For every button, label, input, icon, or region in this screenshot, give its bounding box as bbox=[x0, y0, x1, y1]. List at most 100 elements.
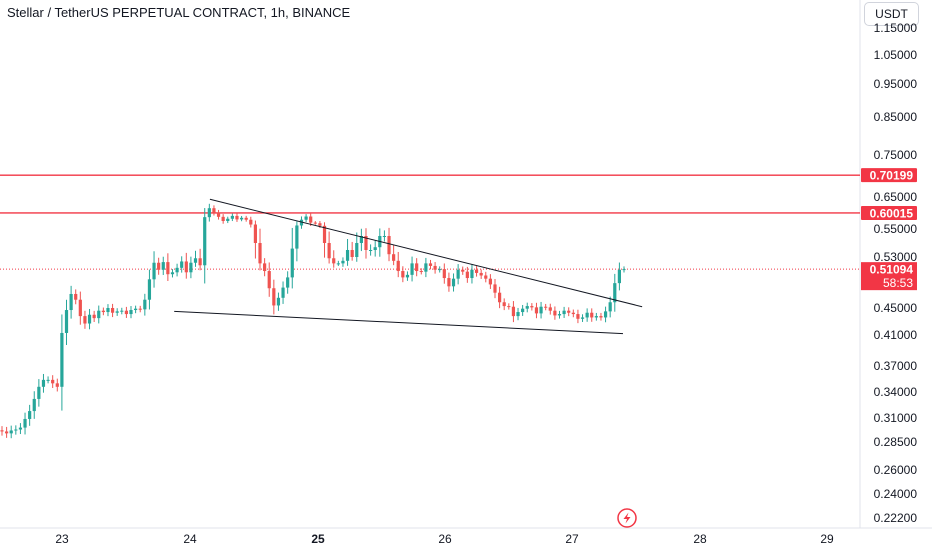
candle bbox=[253, 220, 258, 259]
candle bbox=[74, 289, 78, 305]
candle bbox=[539, 301, 543, 319]
candle bbox=[14, 425, 18, 435]
candle bbox=[470, 264, 474, 284]
candle bbox=[355, 232, 359, 262]
candle bbox=[562, 306, 566, 318]
time-tick-label: 23 bbox=[55, 532, 69, 546]
candle bbox=[484, 271, 488, 283]
candle bbox=[60, 314, 64, 411]
candle bbox=[544, 303, 548, 311]
candle bbox=[55, 378, 59, 392]
candle bbox=[557, 310, 562, 319]
candle bbox=[382, 230, 387, 242]
lightning-icon[interactable] bbox=[617, 508, 637, 528]
candle bbox=[304, 214, 308, 223]
level-price-tag bbox=[861, 168, 917, 183]
candle bbox=[115, 308, 119, 316]
price-axis[interactable]: 1.15000 1.05000 0.95000 0.85000 0.75000 0.650… bbox=[874, 21, 918, 525]
candle bbox=[451, 273, 456, 292]
candle bbox=[428, 259, 433, 270]
candle bbox=[442, 263, 446, 284]
candle bbox=[166, 253, 170, 282]
candle bbox=[548, 303, 552, 315]
trendline-lower[interactable] bbox=[174, 310, 624, 335]
price-tick-label: 0.26000 bbox=[874, 463, 918, 477]
level-price-label: 0.70199 bbox=[870, 169, 914, 183]
candle bbox=[603, 306, 608, 323]
candle bbox=[170, 269, 175, 278]
candle bbox=[221, 214, 225, 224]
candle bbox=[184, 252, 188, 279]
candle bbox=[364, 228, 368, 259]
icons[interactable] bbox=[617, 508, 637, 528]
candle bbox=[286, 271, 290, 294]
candle bbox=[474, 266, 479, 277]
candle bbox=[175, 263, 179, 277]
candle bbox=[83, 310, 87, 329]
candle bbox=[341, 257, 345, 267]
candle bbox=[87, 308, 92, 330]
candle bbox=[530, 303, 534, 311]
candle bbox=[129, 306, 133, 319]
candle bbox=[594, 312, 598, 321]
trendline-upper[interactable] bbox=[209, 198, 643, 308]
candle bbox=[143, 293, 147, 316]
candle bbox=[479, 269, 483, 279]
candle bbox=[9, 425, 13, 439]
candle bbox=[576, 309, 580, 324]
price-tick-label: 0.45000 bbox=[874, 301, 918, 315]
currency-selector-button[interactable]: USDT bbox=[864, 2, 919, 26]
candles bbox=[0, 203, 626, 439]
candle bbox=[32, 391, 36, 419]
candle bbox=[613, 273, 617, 312]
last-price-label: 0.51094 bbox=[870, 263, 914, 277]
candle bbox=[327, 231, 331, 264]
time-tick-label: 27 bbox=[565, 532, 579, 546]
candle bbox=[203, 208, 207, 284]
price-tick-label: 0.24000 bbox=[874, 487, 918, 501]
price-tick-label: 0.22200 bbox=[874, 511, 918, 525]
candle bbox=[78, 291, 82, 325]
candle bbox=[157, 257, 161, 275]
candle bbox=[101, 307, 105, 316]
trendlines[interactable] bbox=[174, 198, 643, 335]
candle bbox=[276, 292, 281, 311]
candle bbox=[258, 228, 262, 271]
candle bbox=[37, 379, 41, 407]
price-tick-label: 0.65000 bbox=[874, 190, 918, 204]
candle bbox=[521, 304, 525, 316]
candle bbox=[350, 241, 354, 261]
candle bbox=[617, 262, 621, 291]
price-tick-label: 0.95000 bbox=[874, 77, 918, 91]
candle bbox=[267, 262, 271, 297]
candle bbox=[295, 221, 299, 262]
candle bbox=[147, 269, 152, 310]
level-price-tag bbox=[861, 205, 917, 220]
candle bbox=[359, 228, 363, 252]
candle bbox=[622, 266, 626, 273]
candle bbox=[138, 305, 142, 313]
candle bbox=[498, 286, 502, 309]
candle bbox=[212, 205, 216, 216]
candle bbox=[28, 404, 32, 426]
last-price-tag bbox=[861, 262, 917, 291]
candle bbox=[92, 310, 96, 323]
candle bbox=[272, 279, 276, 315]
candle bbox=[152, 251, 156, 288]
time-tick-label: 28 bbox=[693, 532, 707, 546]
candle bbox=[230, 213, 234, 222]
price-tick-label: 0.28500 bbox=[874, 435, 918, 449]
price-tick-label: 0.34000 bbox=[874, 385, 918, 399]
candle bbox=[488, 274, 492, 289]
candle bbox=[511, 301, 516, 323]
time-axis[interactable]: 23 24 25 26 27 28 29 bbox=[55, 532, 834, 546]
price-tick-label: 1.05000 bbox=[874, 48, 918, 62]
candle bbox=[207, 203, 211, 222]
grid bbox=[0, 0, 932, 529]
candle bbox=[18, 423, 23, 435]
candle bbox=[134, 305, 138, 314]
candle bbox=[345, 239, 350, 266]
candle bbox=[299, 216, 304, 229]
